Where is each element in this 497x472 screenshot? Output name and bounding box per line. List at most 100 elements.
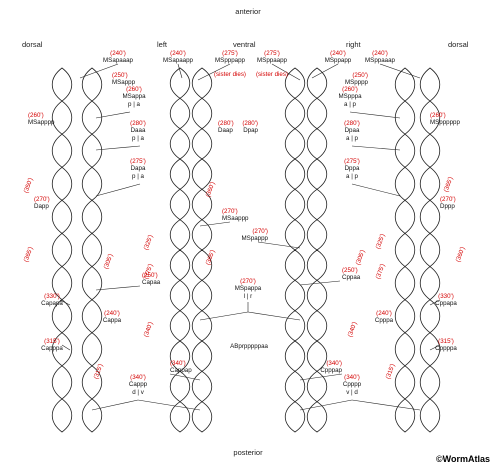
time-label: (260') bbox=[342, 86, 358, 93]
muscle-cell bbox=[169, 310, 191, 342]
dorsal-left-quadrant bbox=[51, 67, 103, 433]
muscle-cell bbox=[51, 398, 73, 433]
division-axis: l | r bbox=[244, 293, 252, 300]
time-label: (360') bbox=[205, 181, 217, 198]
dorsal-left-label: dorsal bbox=[22, 40, 43, 49]
cell-Cappap: (340')Cappap bbox=[170, 360, 192, 374]
division-axis: p | a bbox=[132, 173, 144, 180]
time-label: (315') bbox=[93, 363, 105, 380]
muscle-cell bbox=[81, 232, 103, 268]
time-label: (365') bbox=[23, 246, 35, 263]
cell-Cppaa: (250')Cppaa bbox=[342, 267, 361, 281]
time-label: (250') bbox=[352, 72, 368, 79]
time-label: (250') bbox=[142, 272, 158, 279]
cell-Dapp: (270')Dapp bbox=[34, 196, 50, 210]
cell-Dpap: (280')Dpap bbox=[242, 120, 258, 134]
time-label: (340') bbox=[326, 360, 342, 367]
muscle-cell bbox=[169, 219, 191, 251]
muscle-cell bbox=[81, 398, 103, 433]
cell-MSaappp: (270')MSaappp bbox=[222, 208, 249, 222]
time-label: (240') bbox=[330, 50, 346, 57]
time-label: (280') bbox=[344, 120, 360, 127]
muscle-cell bbox=[284, 97, 306, 130]
leader-line bbox=[197, 63, 231, 81]
muscle-cell bbox=[284, 188, 306, 221]
muscle-cell bbox=[81, 133, 103, 168]
leader-line bbox=[351, 145, 401, 151]
cell-name: Cppapa bbox=[435, 300, 457, 307]
dorsal-right-label: dorsal bbox=[448, 40, 469, 49]
leader-line bbox=[247, 311, 301, 321]
cell-name: Dpaa bbox=[345, 127, 360, 134]
cell-name: Dapa bbox=[131, 165, 146, 172]
left-label: left bbox=[157, 40, 168, 49]
cell-MSpppppp: (260')MSpppppp bbox=[430, 112, 460, 126]
muscle-cell bbox=[284, 340, 306, 372]
muscle-cell bbox=[81, 332, 103, 367]
division-axis: a | p bbox=[344, 101, 356, 108]
ventral-right-quadrant bbox=[284, 67, 328, 433]
time-label: (280') bbox=[130, 120, 146, 127]
muscle-cell bbox=[284, 310, 306, 342]
muscle-cell bbox=[306, 158, 328, 190]
muscle-cell bbox=[81, 199, 103, 234]
time-label: (340') bbox=[130, 374, 146, 381]
muscle-cell bbox=[169, 401, 191, 433]
time-label: (280') bbox=[242, 120, 258, 127]
leader-line bbox=[351, 183, 401, 197]
cell-name: Cappa bbox=[103, 317, 122, 324]
leader-line bbox=[299, 399, 353, 411]
muscle-cell bbox=[306, 310, 328, 342]
leader-line bbox=[95, 285, 141, 291]
muscle-cell bbox=[419, 266, 441, 301]
time-label: (305') bbox=[103, 253, 115, 270]
cell-name: Cappap bbox=[170, 367, 192, 374]
copyright-text: ©WormAtlas bbox=[436, 454, 490, 464]
leader-line bbox=[79, 63, 119, 79]
muscle-cell bbox=[394, 332, 416, 367]
leader-line bbox=[199, 221, 231, 227]
leader-line bbox=[95, 183, 141, 197]
division-axis: p | a bbox=[128, 101, 140, 108]
cell-name: Dppa bbox=[345, 165, 360, 172]
leader-line bbox=[61, 344, 71, 351]
cell-MSappp: (250')MSappp bbox=[112, 72, 136, 86]
muscle-cell bbox=[284, 67, 306, 99]
cell-name: Cpppap bbox=[320, 367, 342, 374]
time-label: (240') bbox=[372, 50, 388, 57]
leader-line bbox=[95, 111, 131, 119]
time-label: (270') bbox=[440, 196, 456, 203]
cell-name: Cpppa bbox=[375, 317, 394, 324]
muscle-cell bbox=[394, 365, 416, 400]
division-axis: d | v bbox=[132, 389, 144, 396]
time-label: (280') bbox=[218, 120, 234, 127]
division-axis: a | p bbox=[346, 173, 358, 180]
leader-line bbox=[299, 373, 343, 381]
cell-name: Daaa bbox=[131, 127, 146, 134]
cell-MSppapp: (240')MSppapp bbox=[325, 50, 352, 64]
sister-note: (sister dies) bbox=[256, 71, 288, 78]
time-label: (270') bbox=[240, 278, 256, 285]
muscle-cell bbox=[51, 365, 73, 400]
time-label: (365') bbox=[443, 176, 455, 193]
time-label: (260') bbox=[28, 112, 44, 119]
time-label: (250') bbox=[342, 267, 358, 274]
cell-name: MSppaaap bbox=[365, 57, 395, 64]
muscle-cell bbox=[419, 365, 441, 400]
cell-name: Dpap bbox=[243, 127, 258, 134]
cell-name: Capppa bbox=[41, 345, 63, 352]
leader-line bbox=[271, 63, 301, 81]
muscle-cell bbox=[394, 232, 416, 268]
muscle-cell bbox=[51, 166, 73, 201]
division-axis: p | a bbox=[132, 135, 144, 142]
muscle-cell bbox=[169, 97, 191, 130]
muscle-cell bbox=[284, 128, 306, 160]
muscle-cell bbox=[81, 299, 103, 334]
right-label: right bbox=[346, 40, 362, 49]
muscle-cell bbox=[191, 310, 213, 342]
